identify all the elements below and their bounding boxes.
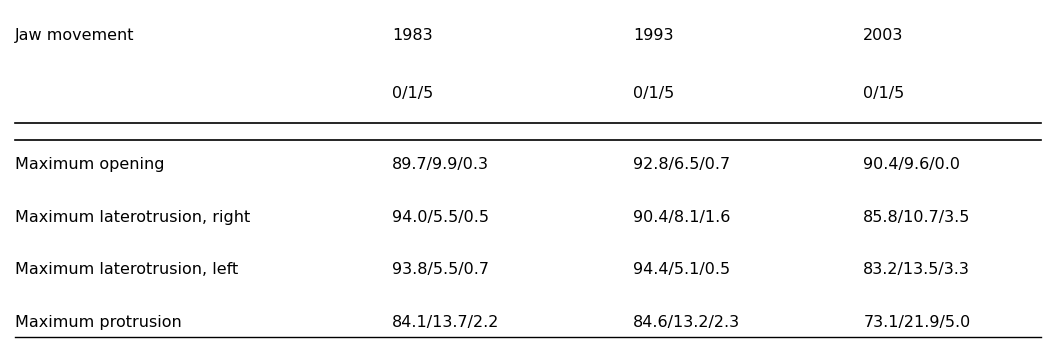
- Text: Maximum laterotrusion, left: Maximum laterotrusion, left: [15, 262, 238, 277]
- Text: Maximum opening: Maximum opening: [15, 157, 164, 172]
- Text: 0/1/5: 0/1/5: [633, 86, 674, 101]
- Text: 94.4/5.1/0.5: 94.4/5.1/0.5: [633, 262, 730, 277]
- Text: 73.1/21.9/5.0: 73.1/21.9/5.0: [863, 315, 970, 330]
- Text: 1983: 1983: [392, 28, 432, 43]
- Text: 94.0/5.5/0.5: 94.0/5.5/0.5: [392, 209, 489, 225]
- Text: Maximum laterotrusion, right: Maximum laterotrusion, right: [15, 209, 250, 225]
- Text: 84.1/13.7/2.2: 84.1/13.7/2.2: [392, 315, 499, 330]
- Text: 85.8/10.7/3.5: 85.8/10.7/3.5: [863, 209, 970, 225]
- Text: Jaw movement: Jaw movement: [15, 28, 134, 43]
- Text: 84.6/13.2/2.3: 84.6/13.2/2.3: [633, 315, 740, 330]
- Text: 1993: 1993: [633, 28, 674, 43]
- Text: 92.8/6.5/0.7: 92.8/6.5/0.7: [633, 157, 730, 172]
- Text: Maximum protrusion: Maximum protrusion: [15, 315, 182, 330]
- Text: 2003: 2003: [863, 28, 904, 43]
- Text: 93.8/5.5/0.7: 93.8/5.5/0.7: [392, 262, 489, 277]
- Text: 89.7/9.9/0.3: 89.7/9.9/0.3: [392, 157, 489, 172]
- Text: 83.2/13.5/3.3: 83.2/13.5/3.3: [863, 262, 970, 277]
- Text: 90.4/9.6/0.0: 90.4/9.6/0.0: [863, 157, 960, 172]
- Text: 0/1/5: 0/1/5: [863, 86, 905, 101]
- Text: 0/1/5: 0/1/5: [392, 86, 433, 101]
- Text: 90.4/8.1/1.6: 90.4/8.1/1.6: [633, 209, 730, 225]
